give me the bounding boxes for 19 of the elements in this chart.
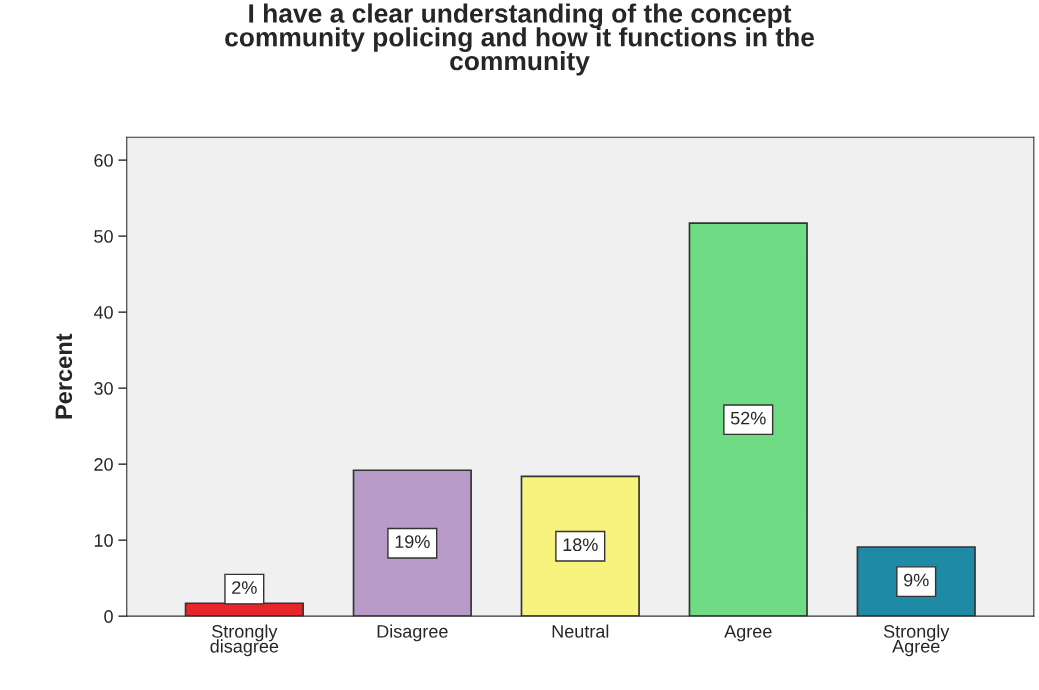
- y-tick-label: 30: [94, 382, 113, 395]
- x-tick-label: Agree: [724, 625, 772, 642]
- data-label: 2%: [232, 581, 257, 594]
- y-tick-label: 50: [94, 230, 113, 243]
- y-tick-label: 40: [93, 306, 113, 319]
- y-tick-label: 10: [94, 534, 113, 547]
- y-tick-label: 60: [94, 154, 113, 167]
- x-tick-label: Strongly Agree: [883, 624, 950, 657]
- data-label: 52%: [730, 411, 766, 425]
- data-label: 18%: [563, 538, 598, 552]
- y-axis-title: Percent: [55, 333, 73, 419]
- data-label: 19%: [395, 535, 430, 549]
- data-label: 9%: [904, 573, 929, 587]
- x-tick-label: Neutral: [552, 624, 609, 638]
- y-tick-label: 20: [94, 458, 113, 471]
- x-tick-label: Disagree: [377, 624, 448, 642]
- y-tick-label: 0: [104, 610, 113, 623]
- x-tick-label: Strongly disagree: [210, 624, 279, 657]
- chart-title: I have a clear understanding of the concept community policing and how it functions in the community: [225, 3, 815, 76]
